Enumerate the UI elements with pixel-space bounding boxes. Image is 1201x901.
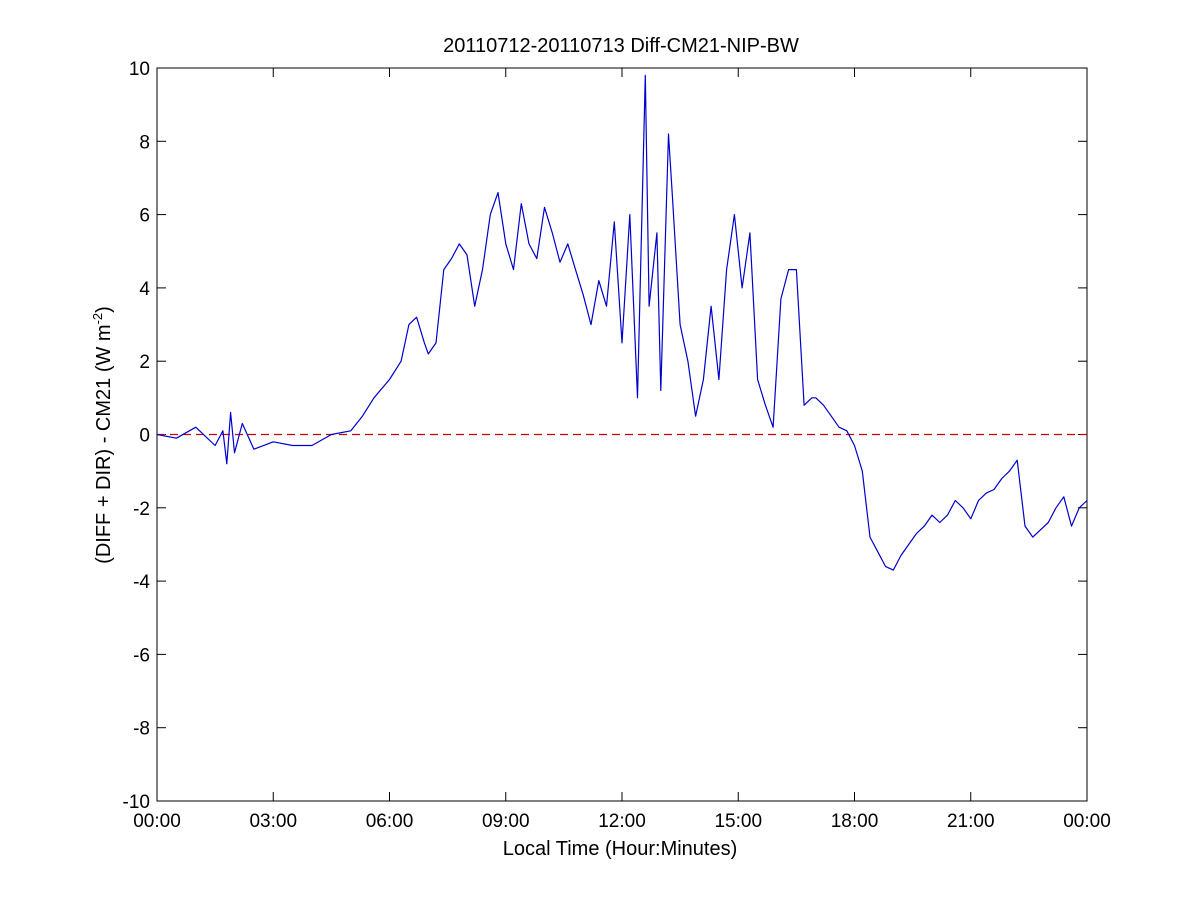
x-tick-label: 03:00 xyxy=(249,811,297,832)
y-tick-label: -6 xyxy=(133,645,150,666)
y-tick-label: -8 xyxy=(133,719,150,740)
y-axis-label: (DIFF + DIR) - CM21 (W m-2) xyxy=(90,306,115,564)
x-tick-label: 06:00 xyxy=(366,811,414,832)
y-tick-label: 2 xyxy=(139,352,150,373)
y-tick-label: 8 xyxy=(139,132,150,153)
plot-frame xyxy=(156,67,1088,802)
series-group xyxy=(156,74,1088,571)
x-axis-label: Local Time (Hour:Minutes) xyxy=(503,838,738,860)
y-axis-label-main: (DIFF + DIR) - CM21 (W m xyxy=(93,324,115,563)
chart-title: 20110712-20110713 Diff-CM21-NIP-BW xyxy=(443,35,799,57)
y-axis-label-close: ) xyxy=(93,306,115,313)
y-tick-label: 6 xyxy=(139,206,150,227)
y-tick-label: 4 xyxy=(139,279,150,300)
y-axis-tick-labels: 10 8 6 4 2 0 -2 -4 -6 -8 -10 xyxy=(123,59,151,813)
x-axis-tick-labels: 00:00 03:00 06:00 09:00 12:00 15:00 18:00 21:00… xyxy=(133,811,1111,832)
plot-area xyxy=(156,67,1088,802)
x-tick-label: 00:00 xyxy=(133,811,181,832)
x-tick-label: 18:00 xyxy=(831,811,879,832)
x-tick-label: 09:00 xyxy=(482,811,530,832)
y-tick-label: 10 xyxy=(129,59,150,80)
y-tick-label: -10 xyxy=(123,792,150,813)
x-tick-label: 15:00 xyxy=(714,811,762,832)
y-tick-label: -2 xyxy=(133,499,150,520)
x-tick-label: 00:00 xyxy=(1063,811,1111,832)
y-tick-label: 0 xyxy=(139,426,150,447)
y-tick-label: -4 xyxy=(133,572,150,593)
series-line xyxy=(156,74,1088,571)
x-tick-label: 21:00 xyxy=(947,811,995,832)
y-axis-label-superscript: -2 xyxy=(90,313,105,325)
x-tick-label: 12:00 xyxy=(598,811,646,832)
axis-ticks xyxy=(156,67,1088,802)
